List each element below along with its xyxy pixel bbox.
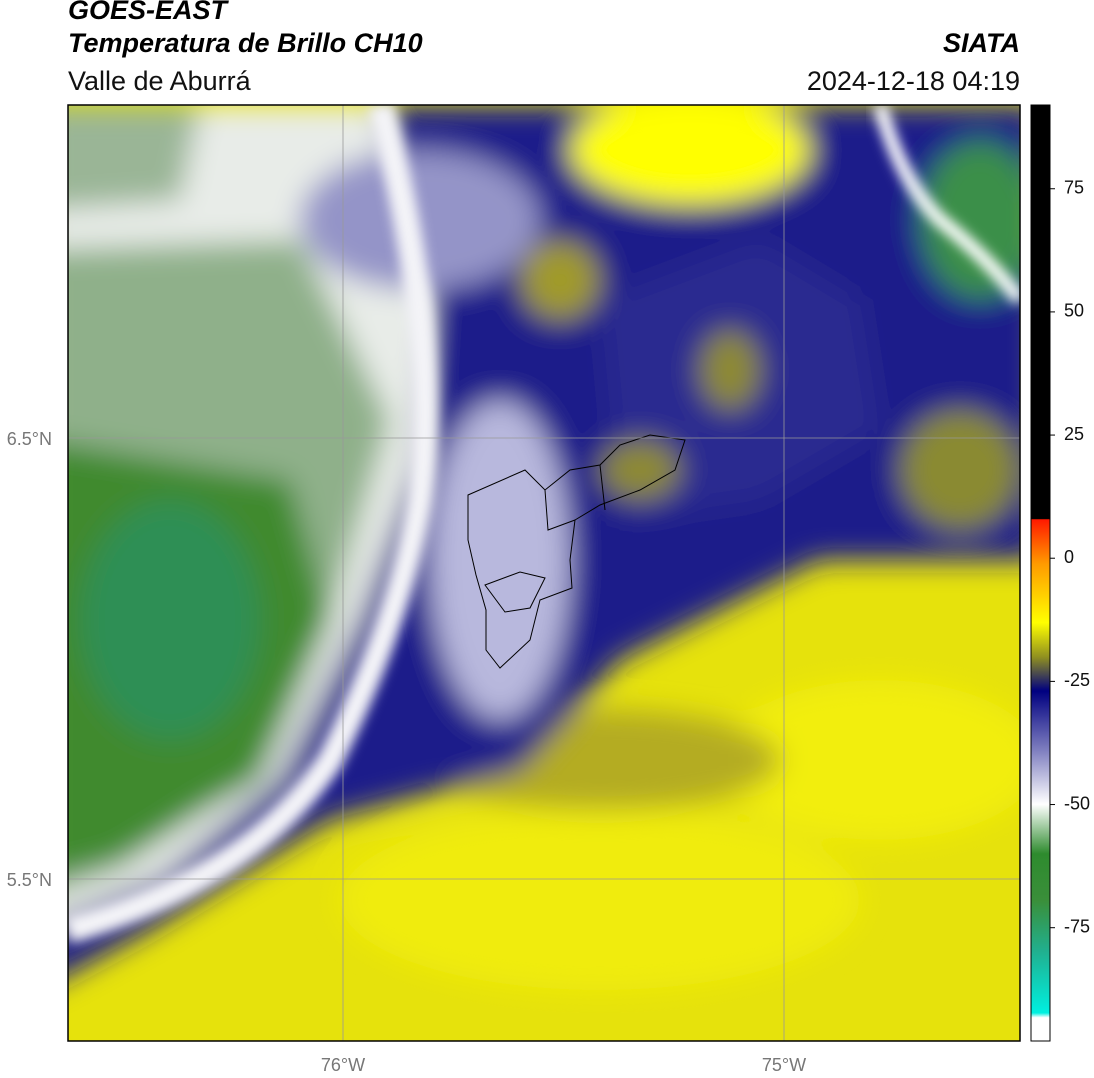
satellite-image [68,105,1020,1041]
subtitle: Temperatura de Brillo CH10 [68,28,423,58]
lon-label: 75°W [762,1055,806,1075]
colorbar-tick-label: 0 [1064,547,1074,567]
graticule [68,105,1020,1041]
colorbar-tick-label: 50 [1064,301,1084,321]
lat-label: 6.5°N [7,429,52,449]
region: Valle de Aburrá [68,66,252,96]
colorbar-tick-label: -50 [1064,793,1090,813]
lat-label: 5.5°N [7,870,52,890]
datetime: 2024-12-18 04:19 [807,66,1020,96]
colorbar [1030,104,1051,1042]
source: SIATA [943,28,1020,58]
map-frame [67,104,1021,1042]
colorbar-tick-label: 75 [1064,177,1084,197]
lon-label: 76°W [321,1055,365,1075]
title: GOES-EAST [68,0,230,25]
colorbar-tick-label: -75 [1064,916,1090,936]
colorbar-tick-label: -25 [1064,670,1090,690]
colorbar-tick-label: 25 [1064,424,1084,444]
